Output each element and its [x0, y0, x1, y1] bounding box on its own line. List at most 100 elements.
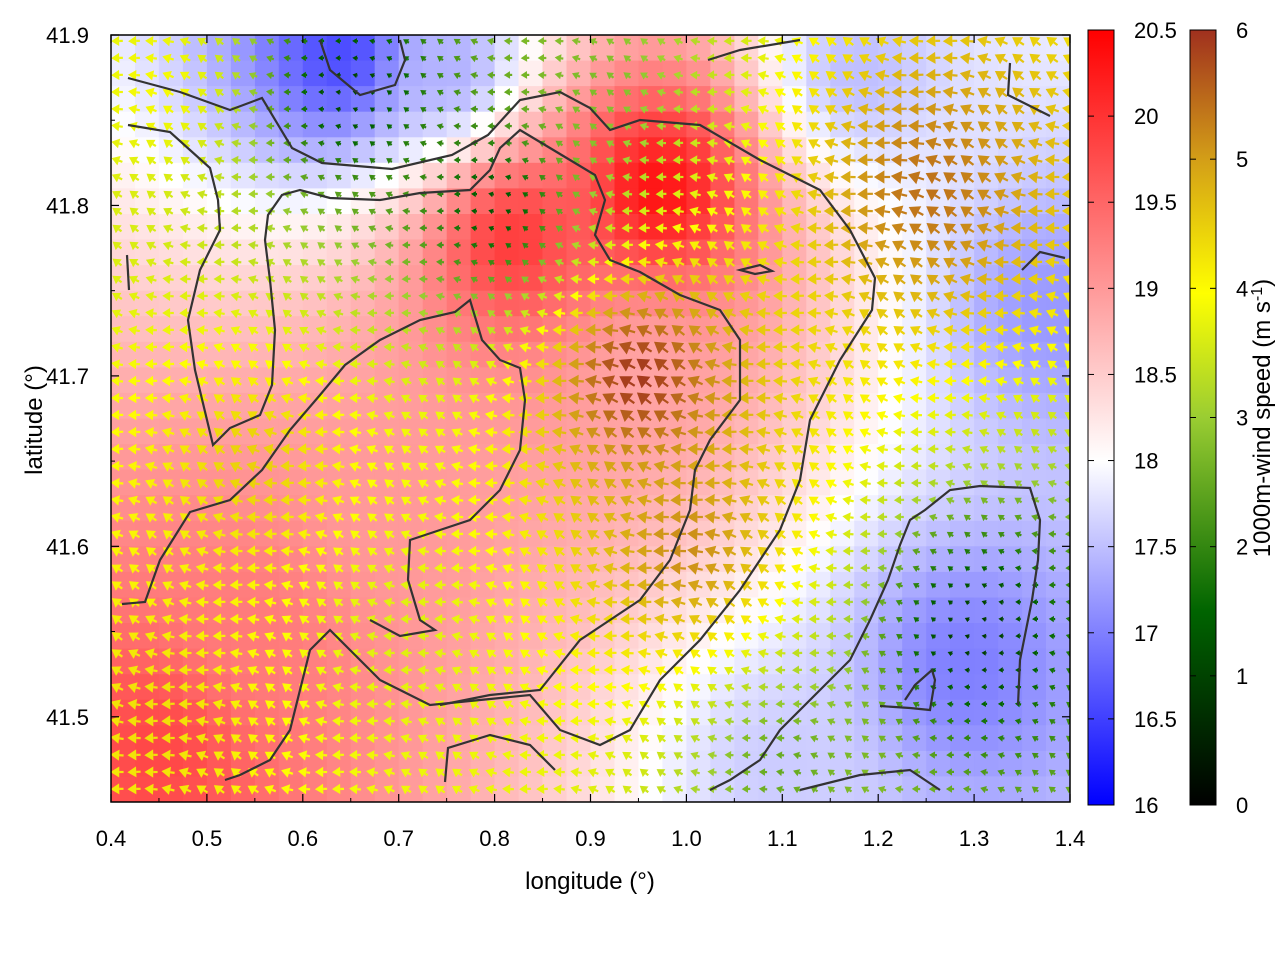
- wind-arrow-shaft: [781, 414, 788, 418]
- temperature-cell: [686, 239, 711, 266]
- wind-arrow-shaft: [781, 431, 787, 436]
- wind-arrow-shaft: [730, 720, 734, 724]
- wind-arrow-shaft: [169, 618, 175, 622]
- wind-arrow-shaft: [355, 211, 359, 215]
- wind-arrow-shaft: [508, 296, 513, 300]
- wind-arrow-shaft: [373, 227, 377, 231]
- wind-arrow-shaft: [305, 330, 310, 334]
- wind-arrow-shaft: [186, 210, 191, 214]
- wind-arrow-shaft: [407, 737, 412, 741]
- temperature-cell: [662, 674, 687, 701]
- wind-arrow-shaft: [544, 465, 549, 469]
- wind-arrow-shaft: [169, 244, 174, 248]
- wind-arrow-shaft: [322, 346, 327, 350]
- temperature-cell: [542, 239, 568, 266]
- wind-arrow-shaft: [542, 245, 546, 249]
- wind-arrow-shaft: [254, 295, 259, 300]
- wind-arrow-shaft: [338, 177, 342, 181]
- wind-arrow-shaft: [714, 380, 720, 384]
- wind-arrow-shaft: [407, 363, 412, 367]
- wind-arrow-shaft: [628, 686, 634, 690]
- wind-arrow-shaft: [509, 720, 514, 725]
- wind-arrow-shaft: [135, 686, 141, 690]
- wind-arrow-shaft: [441, 652, 446, 656]
- wind-arrow-shaft: [526, 533, 532, 538]
- wind-arrow-shaft: [696, 40, 701, 44]
- wind-arrow-shaft: [798, 601, 803, 605]
- wind-arrow-shaft: [577, 92, 581, 96]
- wind-arrow-shaft: [339, 295, 344, 299]
- wind-arrow-shaft: [764, 652, 769, 656]
- wind-arrow-shaft: [475, 57, 479, 61]
- wind-arrow-shaft: [458, 432, 463, 436]
- temperature-cell: [398, 239, 424, 266]
- wind-arrow-shaft: [135, 279, 140, 283]
- wind-arrow-shaft: [152, 448, 158, 452]
- wind-arrow-shaft: [322, 176, 326, 180]
- wind-arrow-shaft: [186, 177, 191, 181]
- wind-arrow-shaft: [508, 279, 512, 283]
- wind-arrow-shaft: [748, 465, 754, 469]
- wind-arrow-shaft: [662, 74, 666, 78]
- wind-arrow-shaft: [525, 245, 529, 249]
- wind-arrow-shaft: [339, 245, 343, 249]
- wind-arrow-shaft: [339, 262, 343, 266]
- wind-arrow-shaft: [798, 40, 804, 45]
- wind-arrow-shaft: [390, 601, 395, 605]
- wind-arrow-shaft: [559, 177, 563, 181]
- wind-arrow-shaft: [747, 669, 752, 673]
- wind-arrow-shaft: [135, 160, 140, 164]
- temperature-cell: [398, 214, 424, 241]
- wind-arrow-shaft: [765, 431, 771, 435]
- wind-arrow-shaft: [407, 346, 412, 350]
- wind-arrow-shaft: [423, 75, 427, 78]
- wind-arrow-shaft: [798, 771, 802, 775]
- wind-arrow-shaft: [441, 91, 444, 95]
- wind-arrow-shaft: [152, 91, 158, 95]
- wind-arrow-shaft: [509, 567, 515, 572]
- wind-arrow-shaft: [611, 193, 615, 197]
- wind-arrow-shaft: [390, 160, 393, 163]
- wind-arrow-shaft: [492, 738, 497, 742]
- wind-arrow-shaft: [254, 91, 258, 95]
- wind-arrow-shaft: [578, 635, 583, 639]
- wind-arrow-shaft: [373, 601, 378, 606]
- wind-arrow-shaft: [441, 108, 444, 112]
- wind-arrow-shaft: [696, 227, 702, 232]
- temperature-cell: [135, 188, 160, 215]
- wind-arrow-shaft: [577, 74, 581, 78]
- wind-arrow-shaft: [491, 279, 495, 283]
- wind-arrow-shaft: [305, 567, 311, 572]
- wind-arrow-shaft: [288, 601, 294, 606]
- wind-arrow-shaft: [118, 313, 123, 317]
- wind-arrow-shaft: [731, 346, 737, 350]
- wind-arrow-shaft: [491, 296, 496, 300]
- wind-arrow-shaft: [186, 58, 191, 62]
- wind-arrow-shaft: [339, 499, 345, 504]
- wind-arrow-shaft: [679, 210, 684, 213]
- wind-arrow-shaft: [458, 74, 461, 78]
- wind-arrow-shaft: [679, 771, 684, 776]
- wind-arrow-shaft: [237, 58, 241, 62]
- temperature-cell: [950, 699, 975, 726]
- wind-arrow-shaft: [458, 347, 462, 352]
- wind-arrow-shaft: [526, 720, 532, 724]
- wind-arrow-shaft: [611, 41, 615, 45]
- wind-arrow-shaft: [339, 669, 344, 674]
- wind-arrow-shaft: [815, 363, 821, 368]
- temperature-cell: [278, 214, 304, 241]
- wind-arrow-shaft: [595, 380, 602, 384]
- wind-arrow-shaft: [424, 109, 427, 112]
- wind-arrow-shaft: [407, 720, 412, 724]
- temperature-cell: [158, 546, 184, 573]
- wind-arrow-shaft: [390, 788, 395, 793]
- wind-arrow-shaft: [493, 550, 498, 553]
- wind-arrow-shaft: [577, 211, 581, 215]
- wind-arrow-shaft: [577, 227, 581, 231]
- wind-arrow-shaft: [542, 211, 546, 215]
- wind-arrow-shaft: [373, 194, 376, 198]
- wind-arrow-shaft: [254, 58, 258, 62]
- wind-arrow-shaft: [271, 244, 276, 248]
- wind-arrow-shaft: [593, 143, 598, 147]
- wind-arrow-shaft: [612, 567, 618, 571]
